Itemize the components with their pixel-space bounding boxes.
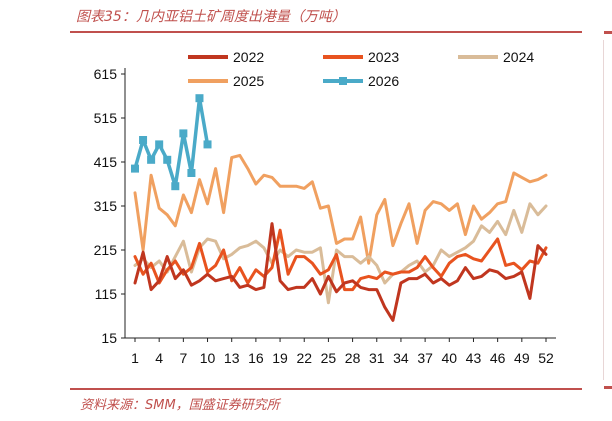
y-tick-label: 215 (94, 242, 118, 258)
data-point-2026 (155, 140, 164, 149)
series-layer (131, 94, 548, 322)
x-tick-label: 4 (155, 350, 163, 366)
y-tick-label: 115 (95, 286, 118, 302)
chart-axes: 15 115 215 315 415 515 615 1 4 7 10 13 16 19 22 25 28 31 3… (94, 66, 556, 366)
x-tick-label: 52 (538, 350, 554, 366)
x-tick-label: 43 (466, 350, 482, 366)
data-point-2026 (171, 182, 180, 191)
x-tick-label: 28 (345, 350, 361, 366)
y-tick-label: 415 (94, 154, 118, 170)
data-point-2026 (187, 169, 196, 177)
x-tick-label: 16 (248, 350, 264, 366)
data-point-2026 (203, 140, 212, 149)
x-tick-label: 31 (369, 350, 385, 366)
chart-legend: 2022 2023 2024 2025 2026 (188, 49, 534, 89)
y-tick-label: 15 (101, 330, 117, 346)
data-point-2026 (179, 129, 188, 138)
legend-label-2022: 2022 (233, 49, 264, 65)
x-tick-label: 34 (393, 350, 409, 366)
legend-label-2024: 2024 (503, 49, 534, 65)
legend-label-2026: 2026 (368, 73, 399, 89)
chart-title: 图表35：几内亚铝土矿周度出港量（万吨） (76, 9, 346, 25)
x-tick-label: 37 (417, 350, 433, 366)
series-line-2022 (133, 222, 548, 322)
legend-marker-2026 (339, 77, 347, 85)
y-tick-label: 315 (94, 198, 118, 214)
x-tick-label: 49 (514, 350, 530, 366)
data-point-2026 (195, 94, 204, 103)
data-point-2026 (139, 136, 148, 144)
x-tick-label: 19 (272, 350, 288, 366)
data-point-2026 (147, 155, 156, 164)
x-tick-label: 46 (490, 350, 506, 366)
x-tick-label: 7 (179, 350, 187, 366)
source-note: 资料来源：SMM，国盛证券研究所 (80, 398, 280, 413)
x-tick-label: 40 (442, 350, 458, 366)
header-rule (70, 31, 582, 33)
edge-mark-top (604, 31, 612, 34)
legend-label-2025: 2025 (233, 73, 264, 89)
legend-label-2023: 2023 (368, 49, 399, 65)
footer-rule (70, 388, 582, 390)
x-tick-label: 13 (224, 350, 240, 366)
data-point-2026 (131, 164, 139, 173)
x-tick-label: 22 (296, 350, 312, 366)
x-tick-label: 10 (200, 350, 216, 366)
edge-mark-bottom (604, 386, 612, 389)
y-tick-label: 615 (94, 66, 118, 82)
y-tick-label: 515 (94, 110, 118, 126)
series-line-2026 (133, 96, 210, 188)
series-line-2024 (133, 202, 548, 305)
series-line-2025 (133, 153, 548, 265)
x-tick-label: 25 (321, 350, 337, 366)
x-tick-label: 1 (131, 350, 139, 366)
data-point-2026 (163, 155, 172, 164)
side-divider (603, 40, 604, 380)
series-line-2023 (133, 228, 548, 292)
